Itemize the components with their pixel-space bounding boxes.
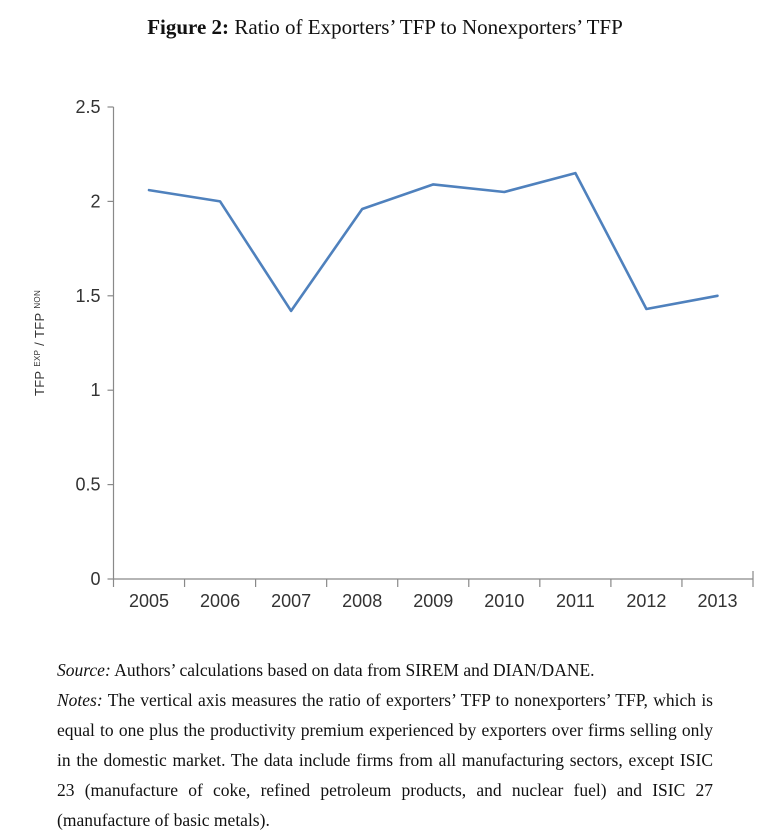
y-tick-label: 2 <box>90 191 100 211</box>
x-tick-label: 2007 <box>271 591 311 611</box>
figure-title: Figure 2: Ratio of Exporters’ TFP to Non… <box>0 12 770 42</box>
figure-notes: Source: Authors’ calculations based on d… <box>57 655 713 835</box>
source-label: Source: <box>57 660 111 680</box>
y-tick-label: 0.5 <box>75 475 100 495</box>
y-tick-label: 0 <box>90 569 100 589</box>
x-tick-label: 2005 <box>129 591 169 611</box>
tfp-ratio-line-chart: 0 0.5 1 1.5 2 2.5 2005 2006 2007 2008 2009 2010 2011… <box>32 97 754 611</box>
notes-paragraph: Notes: The vertical axis measures the ra… <box>57 685 713 835</box>
x-tick-label: 2013 <box>697 591 737 611</box>
x-tick-label: 2010 <box>484 591 524 611</box>
notes-label: Notes: <box>57 690 103 710</box>
tfp-ratio-series-line <box>147 171 719 313</box>
y-tick-label: 2.5 <box>75 97 100 117</box>
y-tick-label: 1 <box>90 380 100 400</box>
x-tick-label: 2012 <box>626 591 666 611</box>
chart-region: 0 0.5 1 1.5 2 2.5 2005 2006 2007 2008 2009 2010 2011… <box>0 60 770 625</box>
y-axis-title: TFP EXP / TFP NON <box>32 290 47 396</box>
source-line: Source: Authors’ calculations based on d… <box>57 655 713 685</box>
x-tick-label: 2009 <box>413 591 453 611</box>
figure-title-text: Ratio of Exporters’ TFP to Nonexporters’… <box>234 15 623 39</box>
x-tick-label: 2006 <box>200 591 240 611</box>
y-tick-label: 1.5 <box>75 286 100 306</box>
source-text: Authors’ calculations based on data from… <box>114 660 595 680</box>
notes-text: The vertical axis measures the ratio of … <box>57 690 713 830</box>
x-tick-label: 2011 <box>556 591 595 611</box>
figure-label: Figure 2: <box>147 15 230 39</box>
x-tick-label: 2008 <box>342 591 382 611</box>
